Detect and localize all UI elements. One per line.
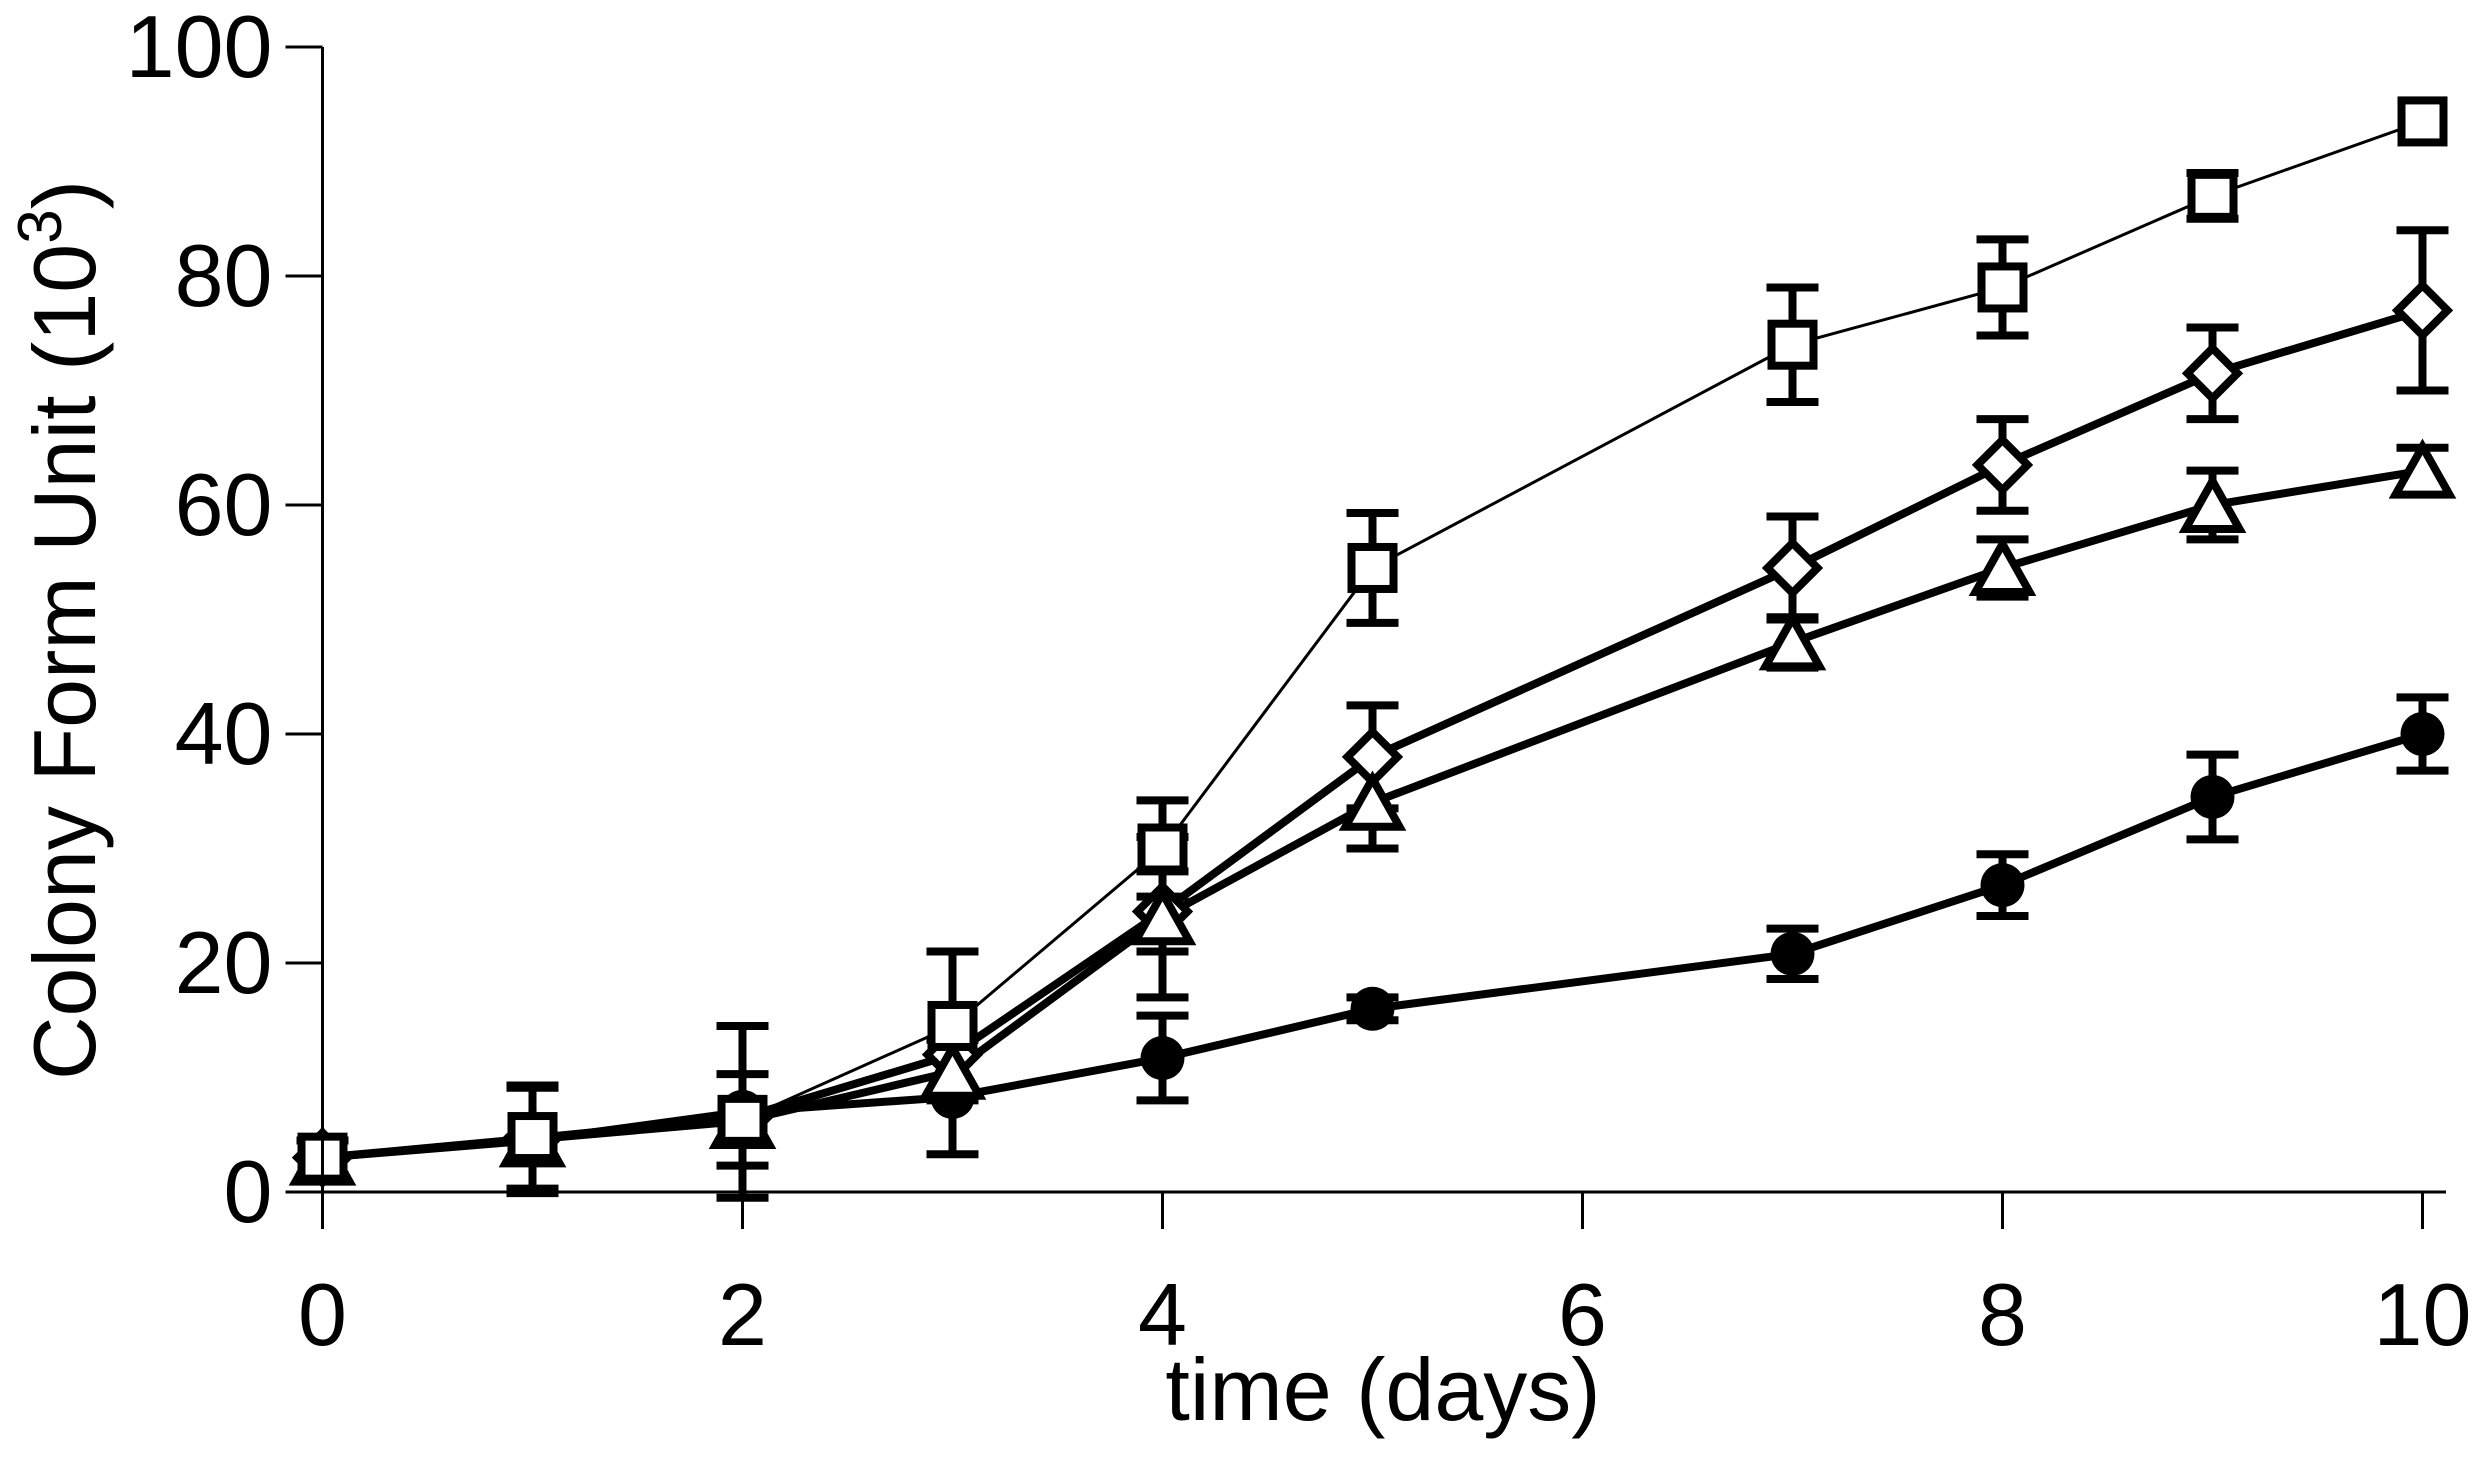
marker-open-square	[1977, 262, 2028, 313]
marker-open-square	[927, 1000, 978, 1051]
marker-open-triangle	[1758, 610, 1827, 671]
y-tick-label: 40	[175, 684, 273, 783]
marker-open-square	[507, 1112, 558, 1163]
y-tick-label: 20	[175, 913, 273, 1012]
series-lines-layer	[322, 120, 2424, 1162]
x-tick-label: 8	[1978, 1265, 2027, 1364]
marker-open-triangle	[2388, 438, 2457, 499]
x-tick-label: 0	[298, 1265, 347, 1364]
series-markers-layer	[288, 96, 2457, 1189]
marker-filled-circle	[1350, 986, 1395, 1031]
marker-filled-circle	[1770, 931, 1815, 976]
x-tick-label: 6	[1558, 1265, 1607, 1364]
x-tick-label: 4	[1138, 1265, 1187, 1364]
marker-open-square	[2187, 170, 2238, 221]
marker-open-triangle	[1968, 535, 2037, 596]
marker-open-diamond	[2391, 279, 2454, 342]
marker-open-diamond	[2181, 342, 2244, 404]
series-line-open-triangles	[322, 466, 2424, 1162]
marker-filled-circle	[1140, 1036, 1185, 1081]
marker-open-triangle	[1128, 885, 1197, 946]
marker-filled-circle	[2400, 712, 2445, 756]
marker-open-square	[1137, 823, 1188, 874]
y-tick-label: 100	[126, 0, 273, 96]
series-line-open-squares	[322, 120, 2424, 1160]
series-markers-open-diamonds	[291, 279, 2454, 1189]
x-tick-label: 10	[2374, 1265, 2472, 1364]
marker-open-triangle	[1338, 770, 1407, 831]
x-tick-label: 2	[718, 1265, 767, 1364]
series-markers-open-squares	[297, 96, 2448, 1183]
marker-open-square	[1767, 319, 1818, 370]
y-tick-label: 80	[175, 226, 273, 325]
y-tick-label: 60	[175, 455, 273, 554]
marker-filled-circle	[2190, 774, 2235, 819]
errorbars-layer	[296, 168, 2449, 1202]
marker-open-square	[1347, 542, 1398, 593]
axes-layer: 0 20 40 60 80 100 0 2 4 6 8 10	[126, 0, 2472, 1364]
y-tick-label: 0	[224, 1142, 273, 1241]
marker-open-diamond	[1971, 434, 2034, 496]
marker-open-triangle	[2178, 472, 2247, 533]
marker-open-square	[2397, 96, 2448, 147]
x-axis-title: time (days)	[1165, 1340, 1600, 1439]
marker-open-diamond	[1761, 537, 1824, 599]
marker-open-square	[717, 1094, 768, 1145]
y-axis-title: Colony Form Unit (103)	[6, 180, 114, 1080]
marker-filled-circle	[1980, 863, 2025, 908]
marker-open-triangle	[918, 1039, 987, 1100]
